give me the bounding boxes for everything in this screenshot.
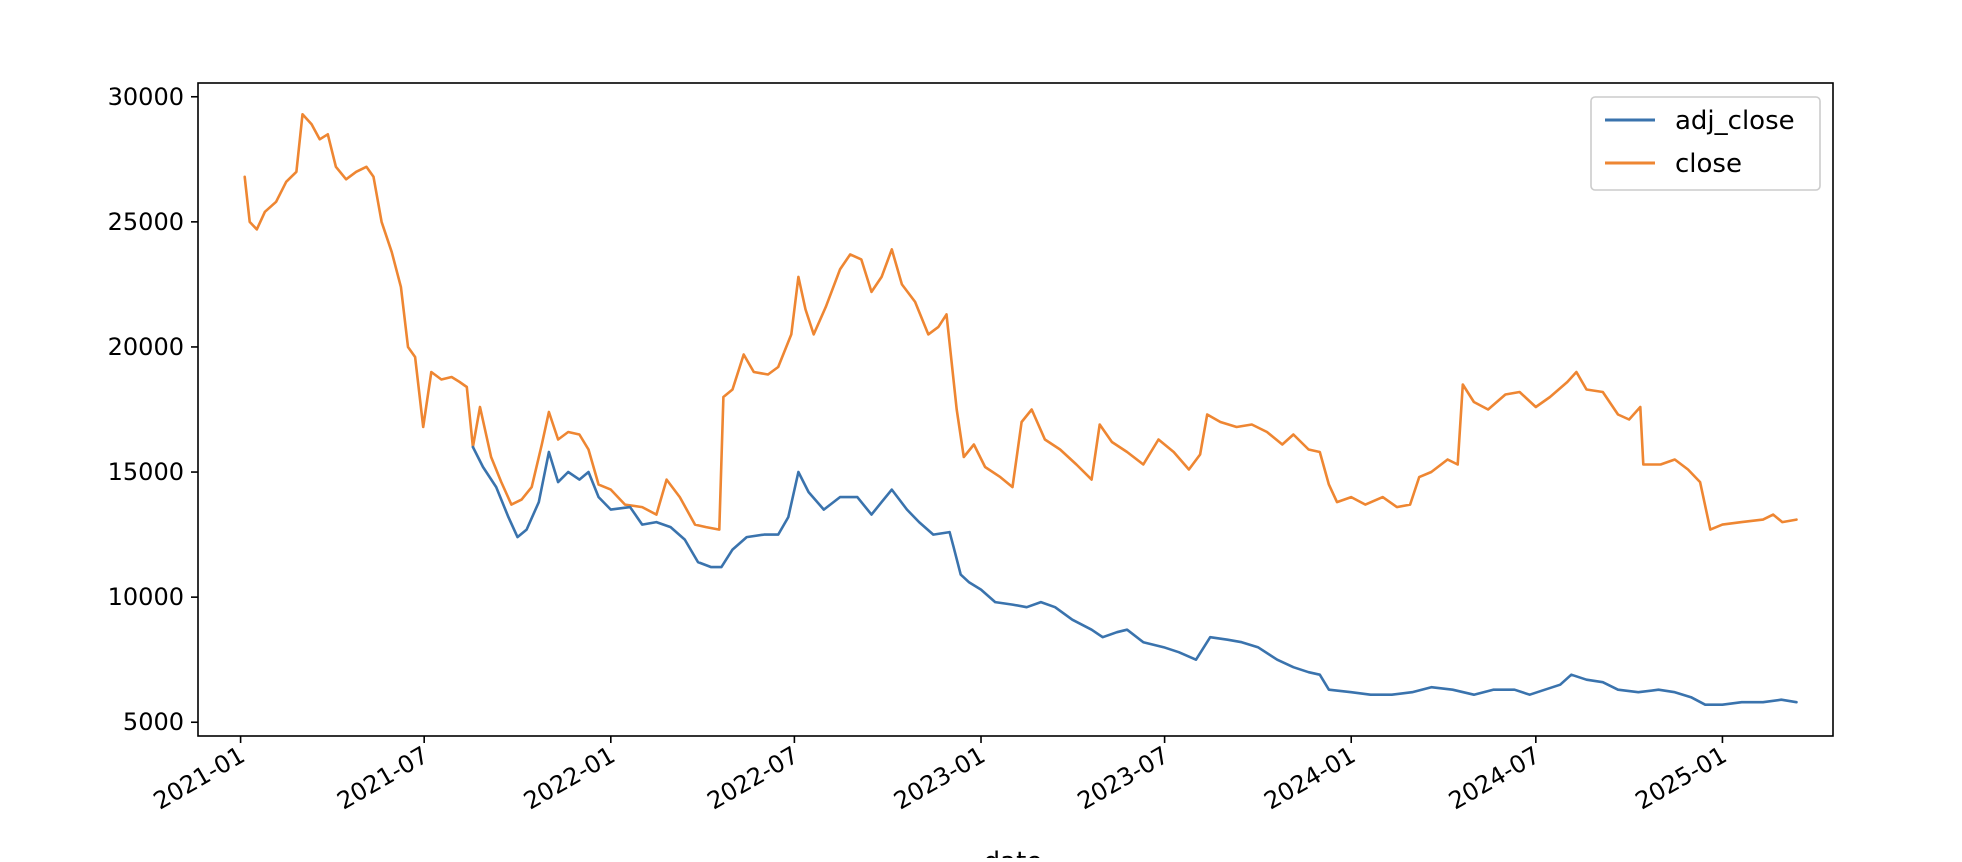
y-tick-label: 30000 bbox=[108, 83, 184, 111]
series-layer bbox=[243, 113, 1798, 706]
series-line-adj-close bbox=[471, 445, 1798, 706]
y-axis: 5000 10000 15000 20000 25000 30000 bbox=[108, 83, 198, 736]
x-axis-title: date bbox=[984, 847, 1043, 858]
y-tick-label: 10000 bbox=[108, 583, 184, 611]
y-tick-label: 25000 bbox=[108, 208, 184, 236]
y-tick-label: 5000 bbox=[123, 708, 184, 736]
y-tick-label: 20000 bbox=[108, 333, 184, 361]
series-line-close bbox=[243, 113, 1798, 531]
y-tick-label: 15000 bbox=[108, 458, 184, 486]
plot-frame bbox=[197, 82, 1834, 737]
legend-label-close: close bbox=[1675, 149, 1742, 179]
legend-label-adj-close: adj_close bbox=[1675, 106, 1795, 136]
